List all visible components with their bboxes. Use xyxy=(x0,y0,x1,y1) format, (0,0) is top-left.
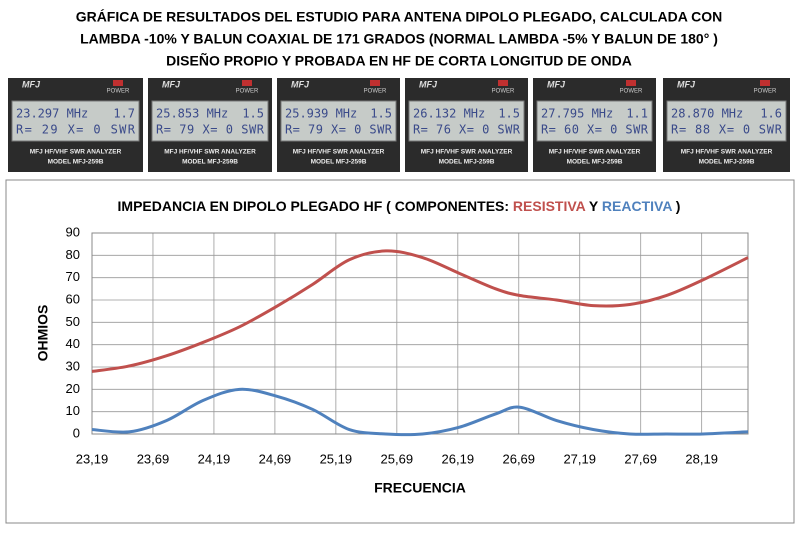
y-tick-label: 10 xyxy=(66,403,80,418)
lcd-reading: R= 29 X= 0 SWR xyxy=(16,123,136,137)
lcd-reading: R= 88 X= 0 SWR xyxy=(671,123,783,137)
model-line: MFJ HF/VHF SWR ANALYZER xyxy=(681,149,773,156)
header-line: DISEÑO PROPIO Y PROBADA EN HF DE CORTA L… xyxy=(166,52,632,69)
model: MODEL MFJ-259B xyxy=(567,159,623,166)
power-button xyxy=(760,80,770,86)
y-tick-label: 0 xyxy=(73,425,80,440)
title-part: ) xyxy=(672,198,681,214)
y-tick-label: 90 xyxy=(66,224,80,239)
x-tick-label: 23,19 xyxy=(76,451,109,466)
lcd xyxy=(666,100,787,142)
model-line: MFJ HF/VHF SWR ANALYZER xyxy=(421,149,513,156)
y-tick-label: 40 xyxy=(66,336,80,351)
lcd-swr: 1.7 xyxy=(113,107,135,121)
lcd-frequency: 25.853 MHz xyxy=(156,107,228,121)
y-tick-label: 20 xyxy=(66,381,80,396)
x-tick-label: 24,69 xyxy=(259,451,292,466)
header-line: LAMBDA -10% Y BALUN COAXIAL DE 171 GRADO… xyxy=(80,31,718,47)
model-line: MFJ HF/VHF SWR ANALYZER xyxy=(549,149,641,156)
legend-entry: REACTIVA xyxy=(602,198,672,214)
power-label: POWER xyxy=(364,89,387,95)
lcd xyxy=(536,100,653,142)
header-line: GRÁFICA DE RESULTADOS DEL ESTUDIO PARA A… xyxy=(76,9,723,25)
model-line: MFJ HF/VHF SWR ANALYZER xyxy=(293,149,385,156)
power-label: POWER xyxy=(236,89,259,95)
lcd-reading: R= 79 X= 0 SWR xyxy=(285,123,393,137)
power-button xyxy=(242,80,252,86)
brand: MFJ xyxy=(291,79,310,89)
y-tick-label: 30 xyxy=(66,358,80,373)
power-label: POWER xyxy=(754,89,777,95)
chart-title: IMPEDANCIA EN DIPOLO PLEGADO HF ( COMPON… xyxy=(118,198,681,214)
plot: 0 10 20 30 40 50 60 70 80 90 23,19 23,69 24,19 24,69 2… xyxy=(66,224,749,466)
model: MODEL MFJ-259B xyxy=(699,159,755,166)
photo-strip: MFJ POWER 23.297 MHz 1.7 R= 29 X= 0 SWR MFJ H… xyxy=(8,78,790,172)
y-tick-label: 80 xyxy=(66,247,80,262)
lcd-frequency: 28.870 MHz xyxy=(671,107,743,121)
x-tick-label: 28,19 xyxy=(685,451,718,466)
title-part: Y xyxy=(585,198,602,214)
x-tick-label: 25,69 xyxy=(381,451,414,466)
power-label: POWER xyxy=(107,89,130,95)
y-tick-label: 70 xyxy=(66,269,80,284)
model: MODEL MFJ-259B xyxy=(439,159,495,166)
brand: MFJ xyxy=(22,79,41,89)
lcd-swr: 1.6 xyxy=(760,107,782,121)
x-tick-label: 24,19 xyxy=(198,451,231,466)
lcd-swr: 1.1 xyxy=(626,107,648,121)
lcd xyxy=(151,100,269,142)
lcd-swr: 1.5 xyxy=(370,107,392,121)
power-button xyxy=(370,80,380,86)
lcd-frequency: 23.297 MHz xyxy=(16,107,88,121)
x-axis-label: FRECUENCIA xyxy=(374,480,466,496)
model: MODEL MFJ-259B xyxy=(48,159,104,166)
y-tick-label: 50 xyxy=(66,314,80,329)
x-tick-label: 25,19 xyxy=(320,451,353,466)
power-label: POWER xyxy=(492,89,515,95)
lcd-frequency: 27.795 MHz xyxy=(541,107,613,121)
brand: MFJ xyxy=(162,79,181,89)
series-line xyxy=(91,249,749,373)
x-tick-label: 26,69 xyxy=(502,451,535,466)
series-line xyxy=(91,387,749,437)
lcd-swr: 1.5 xyxy=(498,107,520,121)
lcd-reading: R= 60 X= 0 SWR xyxy=(541,123,649,137)
lcd xyxy=(11,100,140,142)
power-label: POWER xyxy=(620,89,643,95)
power-button xyxy=(113,80,123,86)
lcd xyxy=(408,100,525,142)
legend-entry: RESISTIVA xyxy=(513,198,586,214)
model: MODEL MFJ-259B xyxy=(311,159,367,166)
brand: MFJ xyxy=(419,79,438,89)
x-tick-label: 27,19 xyxy=(563,451,596,466)
power-button xyxy=(626,80,636,86)
lcd-reading: R= 76 X= 0 SWR xyxy=(413,123,521,137)
lcd xyxy=(280,100,397,142)
y-tick-label: 60 xyxy=(66,291,80,306)
brand: MFJ xyxy=(677,79,696,89)
x-tick-label: 27,69 xyxy=(624,451,657,466)
lcd-frequency: 26.132 MHz xyxy=(413,107,485,121)
x-tick-label: 23,69 xyxy=(137,451,170,466)
y-axis-label: OHMIOS xyxy=(35,305,51,362)
model-line: MFJ HF/VHF SWR ANALYZER xyxy=(164,149,256,156)
brand: MFJ xyxy=(547,79,566,89)
model: MODEL MFJ-259B xyxy=(182,159,238,166)
model-line: MFJ HF/VHF SWR ANALYZER xyxy=(30,149,122,156)
lcd-reading: R= 79 X= 0 SWR xyxy=(156,123,265,137)
power-button xyxy=(498,80,508,86)
title-part: IMPEDANCIA EN DIPOLO PLEGADO HF ( COMPON… xyxy=(118,198,513,214)
lcd-frequency: 25.939 MHz xyxy=(285,107,357,121)
lcd-swr: 1.5 xyxy=(242,107,264,121)
chart-frame xyxy=(5,179,795,524)
x-tick-label: 26,19 xyxy=(442,451,475,466)
